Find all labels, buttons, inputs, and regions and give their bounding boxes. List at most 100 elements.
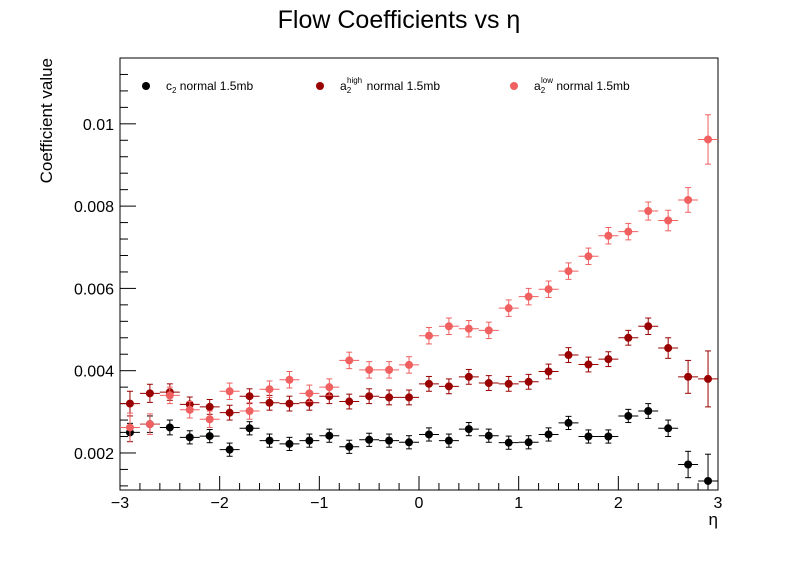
data-marker	[584, 432, 593, 441]
data-point	[578, 247, 599, 266]
data-marker	[564, 418, 573, 427]
data-point	[518, 287, 539, 306]
data-point	[538, 280, 559, 298]
data-point	[319, 378, 340, 396]
data-marker	[325, 431, 334, 440]
data-marker	[225, 408, 234, 417]
data-marker	[564, 267, 573, 276]
data-marker	[245, 407, 254, 416]
data-marker	[664, 424, 673, 433]
data-marker	[145, 420, 154, 429]
data-point	[618, 222, 639, 241]
data-point	[638, 403, 659, 419]
data-marker	[484, 431, 493, 440]
data-marker	[405, 438, 414, 447]
data-marker	[684, 195, 693, 204]
legend-superscript: high	[347, 76, 362, 85]
data-point	[698, 114, 718, 165]
data-marker	[205, 432, 214, 441]
data-point	[598, 351, 619, 368]
data-marker	[345, 356, 354, 365]
data-point	[598, 227, 619, 245]
data-marker	[365, 435, 374, 444]
data-point	[458, 422, 479, 437]
data-point	[359, 361, 380, 379]
data-marker	[484, 326, 493, 335]
data-point	[419, 427, 439, 442]
data-marker	[345, 397, 354, 406]
data-marker	[165, 391, 174, 400]
data-marker	[604, 355, 613, 364]
legend-marker	[142, 82, 150, 90]
y-tick-label: 0.002	[74, 446, 114, 463]
data-marker	[325, 392, 334, 401]
data-point	[618, 329, 639, 346]
data-marker	[444, 322, 453, 331]
data-point	[419, 375, 439, 392]
data-point	[159, 419, 180, 436]
data-point	[399, 356, 419, 374]
data-marker	[544, 285, 553, 294]
data-marker	[245, 392, 254, 401]
data-point	[498, 299, 519, 317]
data-marker	[644, 207, 653, 216]
y-tick-label: 0.004	[74, 364, 114, 381]
data-point	[458, 368, 479, 385]
data-marker	[604, 231, 613, 240]
data-marker	[624, 333, 633, 342]
data-marker	[365, 392, 374, 401]
data-point	[638, 201, 659, 221]
data-point	[618, 408, 639, 424]
data-marker	[385, 436, 394, 445]
data-point	[698, 350, 718, 408]
data-point	[399, 389, 419, 406]
data-point	[598, 429, 619, 444]
data-point	[578, 429, 599, 444]
data-point	[199, 429, 220, 444]
data-point	[478, 375, 499, 391]
data-point	[478, 321, 499, 340]
data-point	[159, 386, 180, 405]
data-marker	[345, 442, 354, 451]
series-layer	[120, 114, 718, 490]
x-axis-title: η	[709, 510, 718, 529]
data-point	[219, 442, 240, 457]
data-marker	[424, 379, 433, 388]
y-tick-label: 0.006	[74, 281, 114, 298]
series-2	[120, 114, 718, 443]
data-marker	[444, 382, 453, 391]
data-point	[279, 436, 300, 452]
data-marker	[405, 360, 414, 369]
data-marker	[285, 375, 294, 384]
data-marker	[205, 402, 214, 411]
legend-superscript: low	[541, 76, 553, 85]
y-axis: 0.002 0.004 0.006 0.008 0.01	[74, 57, 136, 487]
data-marker	[464, 425, 473, 434]
data-marker	[145, 389, 154, 398]
data-marker	[165, 423, 174, 432]
data-point	[139, 413, 160, 435]
x-tick-label: −1	[310, 495, 328, 512]
data-point	[498, 435, 519, 450]
data-marker	[305, 398, 314, 407]
data-point	[438, 433, 459, 448]
data-point	[379, 433, 400, 448]
data-marker	[285, 439, 294, 448]
data-point	[498, 375, 519, 392]
x-tick-label: 1	[514, 495, 523, 512]
data-marker	[385, 365, 394, 374]
data-point	[279, 371, 300, 389]
legend-subscript: 2	[541, 86, 546, 95]
data-marker	[704, 374, 713, 383]
data-marker	[704, 476, 713, 485]
data-marker	[544, 367, 553, 376]
data-marker	[544, 430, 553, 439]
data-marker	[305, 389, 314, 398]
data-point	[299, 384, 320, 403]
data-marker	[524, 377, 533, 386]
data-point	[438, 317, 459, 335]
data-point	[678, 187, 699, 213]
